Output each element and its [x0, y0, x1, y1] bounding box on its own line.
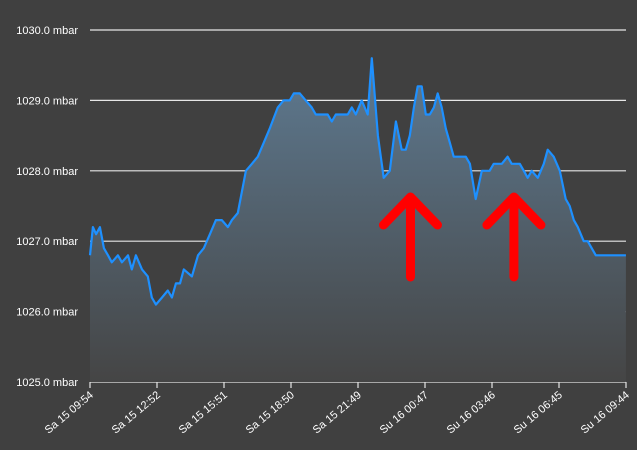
x-tick-label: Su 16 06:45	[512, 389, 565, 436]
annotation-arrows	[378, 192, 546, 282]
y-axis-tick-labels: 1025.0 mbar 1026.0 mbar 1027.0 mbar 1028.0 …	[16, 25, 78, 389]
x-tick-label: Sa 15 18:50	[244, 389, 297, 436]
x-tick-label: Sa 15 09:54	[43, 389, 96, 436]
x-tick-label: Su 16 09:44	[579, 389, 632, 436]
red-arrow-icon	[482, 192, 546, 282]
x-tick-label: Sa 15 15:51	[177, 389, 230, 436]
x-tick-label: Sa 15 12:52	[110, 389, 163, 436]
area-fill-group	[90, 58, 626, 382]
x-tick-label: Su 16 00:47	[378, 389, 431, 436]
y-tick-label: 1028.0 mbar	[16, 166, 78, 178]
y-tick-label: 1027.0 mbar	[16, 236, 78, 248]
x-tick-label: Su 16 03:46	[445, 389, 498, 436]
y-tick-label: 1025.0 mbar	[16, 377, 78, 389]
y-tick-label: 1030.0 mbar	[16, 25, 78, 37]
series-line	[88, 57, 626, 306]
red-arrow-icon	[378, 192, 442, 282]
series-line-group	[88, 57, 626, 306]
y-tick-label: 1029.0 mbar	[16, 95, 78, 107]
series-area-fill	[90, 58, 626, 382]
x-axis-tick-labels: Sa 15 09:54 Sa 15 12:52 Sa 15 15:51 Sa 15 1…	[43, 382, 632, 436]
x-tick-label: Sa 15 21:49	[311, 389, 364, 436]
y-tick-label: 1026.0 mbar	[16, 307, 78, 319]
